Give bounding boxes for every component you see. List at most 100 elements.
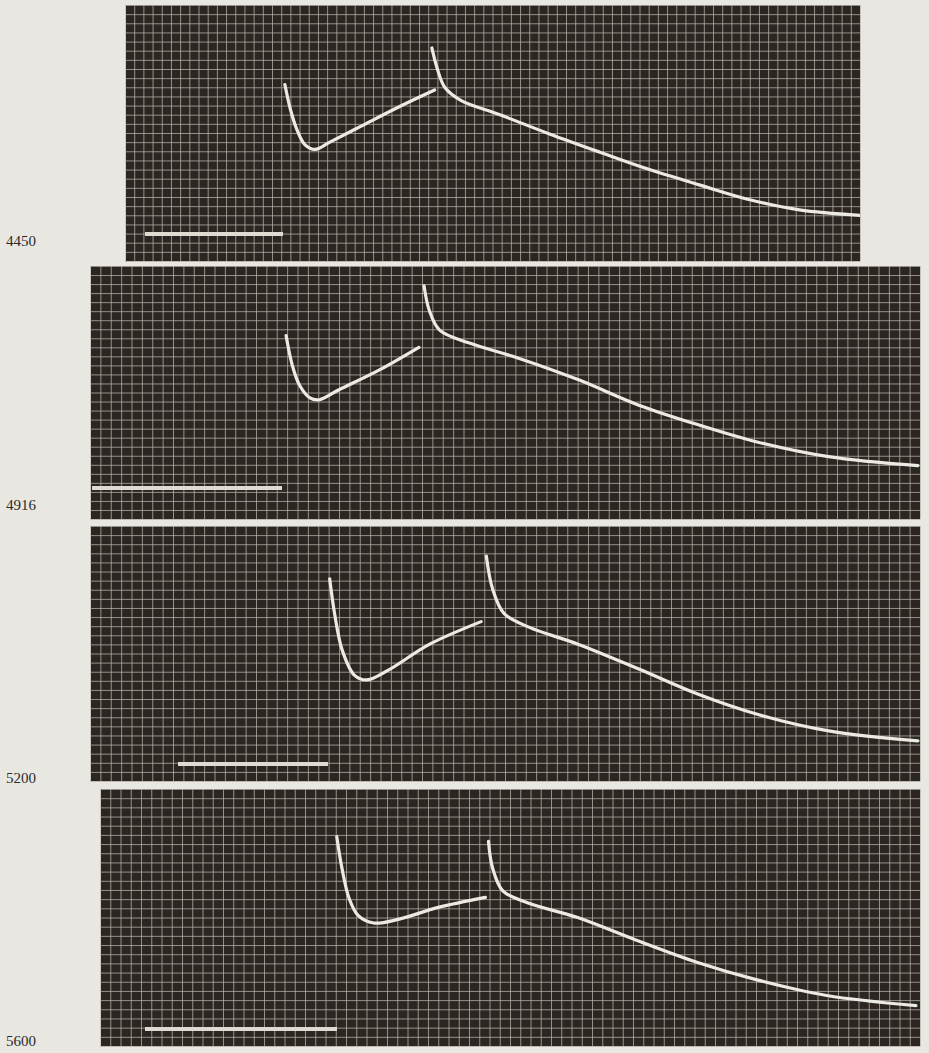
grid-line — [125, 96, 860, 97]
grid-line — [100, 807, 920, 808]
y-tick — [90, 745, 920, 746]
y-tick — [125, 32, 860, 33]
y-tick — [100, 936, 920, 937]
grid-line — [90, 393, 920, 394]
y-tick — [100, 954, 920, 955]
y-tick — [100, 918, 920, 919]
grid-line — [920, 266, 921, 519]
grid-line — [90, 447, 920, 448]
panel — [90, 266, 921, 520]
y-tick — [100, 872, 920, 873]
grid-line — [125, 243, 860, 244]
y-tick — [90, 320, 920, 321]
y-tick — [90, 383, 920, 384]
y-tick — [90, 411, 920, 412]
y-tick — [100, 789, 920, 790]
y-tick — [90, 754, 920, 755]
grid-line — [90, 754, 920, 755]
grid-line — [90, 599, 920, 600]
y-tick — [90, 544, 920, 545]
y-tick — [90, 572, 920, 573]
y-grid — [90, 527, 920, 782]
y-tick — [90, 474, 920, 475]
y-tick — [125, 96, 860, 97]
y-tick — [125, 78, 860, 79]
y-tick — [125, 51, 860, 52]
grid-line — [90, 553, 920, 554]
x-axis-line — [101, 1046, 921, 1047]
y-tick — [90, 681, 920, 682]
grid-line — [100, 844, 920, 845]
y-grid — [100, 790, 920, 1047]
grid-line — [90, 347, 920, 348]
x-tick — [920, 526, 921, 781]
grid-line — [125, 87, 860, 88]
grid-line — [90, 438, 920, 439]
grid-line — [90, 690, 920, 691]
y-tick — [90, 608, 920, 609]
grid-line — [90, 544, 920, 545]
grid-line — [100, 908, 920, 909]
panel-label: 4450 — [6, 233, 36, 249]
grid-line — [100, 927, 920, 928]
y-tick — [125, 106, 860, 107]
y-tick — [90, 347, 920, 348]
grid-line — [90, 302, 920, 303]
y-tick — [90, 663, 920, 664]
y-grid — [90, 267, 920, 520]
y-tick — [125, 87, 860, 88]
grid-line — [100, 872, 920, 873]
grid-line — [90, 654, 920, 655]
grid-line — [920, 526, 921, 781]
y-tick — [90, 553, 920, 554]
y-tick — [90, 284, 920, 285]
y-tick — [125, 261, 860, 262]
grid-line — [125, 115, 860, 116]
y-tick — [90, 581, 920, 582]
grid-line — [100, 881, 920, 882]
grid-line — [90, 311, 920, 312]
grid-line — [90, 383, 920, 384]
y-tick — [100, 927, 920, 928]
y-tick — [100, 1037, 920, 1038]
y-tick — [90, 329, 920, 330]
y-tick — [90, 699, 920, 700]
grid-line — [90, 429, 920, 430]
y-tick — [125, 124, 860, 125]
y-tick — [125, 60, 860, 61]
grid-line — [90, 510, 920, 511]
grid-line — [125, 106, 860, 107]
y-tick — [90, 275, 920, 276]
y-tick — [90, 690, 920, 691]
grid-line — [860, 5, 861, 261]
grid-line — [100, 936, 920, 937]
traces — [337, 837, 916, 1006]
y-tick — [90, 526, 920, 527]
panel — [90, 526, 921, 782]
grid-line — [100, 1009, 920, 1010]
grid-line — [125, 206, 860, 207]
y-tick — [90, 717, 920, 718]
grid-line — [90, 501, 920, 502]
traces — [330, 556, 918, 741]
y-tick — [125, 215, 860, 216]
y-tick — [90, 338, 920, 339]
x-axis-line — [91, 781, 921, 782]
grid-line — [100, 899, 920, 900]
grid-line — [90, 365, 920, 366]
plot-background — [100, 789, 920, 1046]
y-tick — [125, 243, 860, 244]
grid-line — [100, 1037, 920, 1038]
y-tick — [90, 402, 920, 403]
grid-line — [100, 798, 920, 799]
y-tick — [90, 708, 920, 709]
y-tick — [90, 590, 920, 591]
y-tick — [90, 393, 920, 394]
traces — [285, 48, 860, 215]
grid-line — [90, 635, 920, 636]
grid-line — [90, 590, 920, 591]
grid-line — [125, 160, 860, 161]
y-tick — [125, 69, 860, 70]
y-tick — [100, 1018, 920, 1019]
x-tick — [920, 789, 921, 1046]
